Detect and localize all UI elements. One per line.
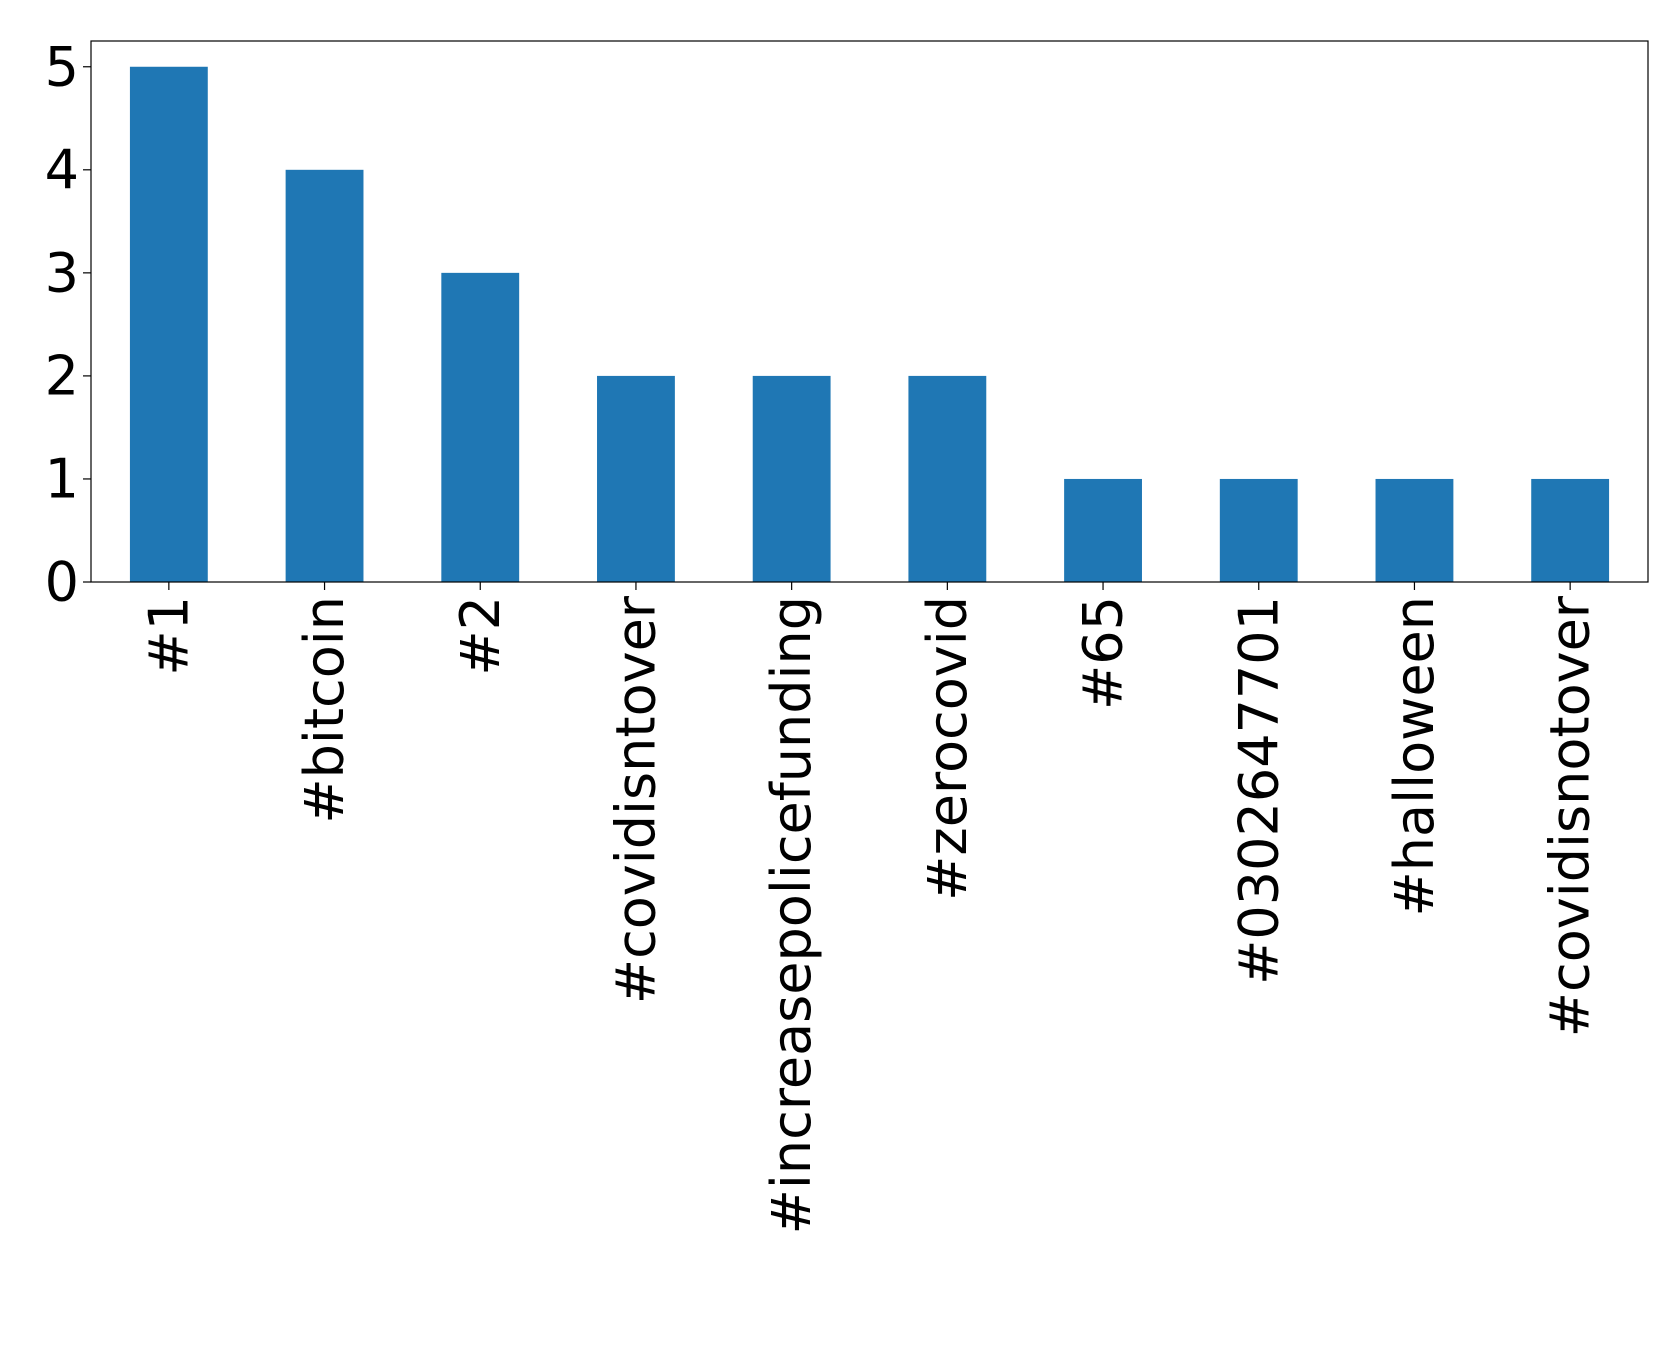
y-tick-label: 1 [45,447,79,510]
bar [1219,478,1298,582]
bar [129,66,208,582]
x-tick-label: #2 [449,596,512,676]
x-tick-label: #zerocovid [916,596,979,901]
x-tick-label: #0302647701 [1227,596,1290,985]
x-tick-label: #covidisnotover [1539,595,1602,1037]
y-tick-label: 0 [45,551,79,614]
bar [1375,478,1454,582]
x-tick-label: #bitcoin [293,596,356,824]
bar [1064,478,1142,582]
y-tick-label: 5 [45,35,79,98]
x-tick-label: #1 [137,596,200,676]
bar [285,169,364,583]
x-tick-label: #covidisntover [604,595,667,1004]
x-tick-label: #increasepolicefunding [760,596,823,1234]
plot-frame [90,40,1649,583]
y-tick-label: 3 [45,241,79,304]
bar [597,375,675,582]
x-tick-label: #65 [1072,596,1135,710]
bar [1531,478,1610,582]
bar [441,272,520,582]
y-tick-label: 2 [45,344,79,407]
bar [908,375,987,582]
bar [752,375,831,582]
y-tick-label: 4 [45,138,79,201]
x-tick-label: #halloween [1383,596,1446,916]
